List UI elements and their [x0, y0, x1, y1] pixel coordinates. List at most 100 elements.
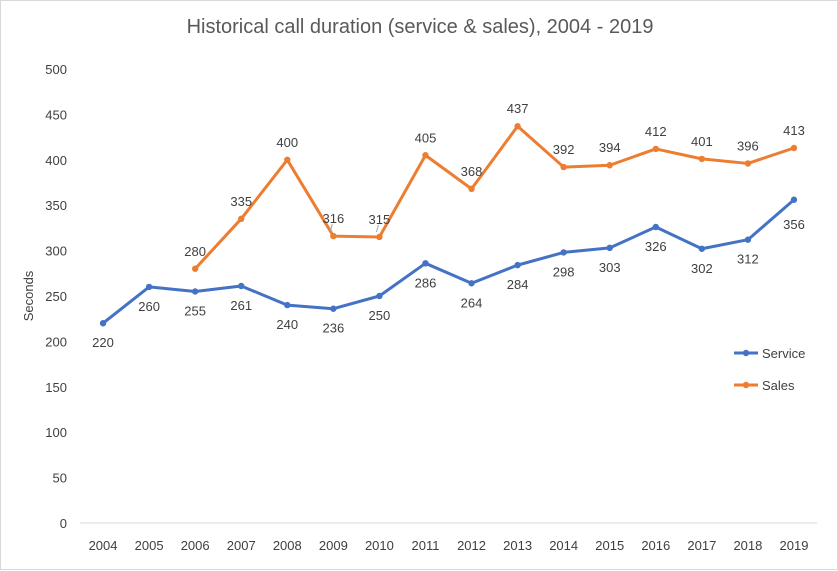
data-label-sales: 413	[783, 123, 805, 138]
data-point-sales	[560, 163, 567, 171]
data-label-service: 286	[415, 275, 437, 290]
x-tick-label: 2010	[365, 538, 394, 553]
y-tick-label: 100	[45, 425, 67, 440]
label-leader-line	[329, 223, 333, 232]
data-point-sales	[376, 233, 383, 241]
data-label-sales: 401	[691, 134, 713, 149]
y-tick-label: 400	[45, 153, 67, 168]
x-tick-label: 2013	[503, 538, 532, 553]
data-point-service	[284, 301, 291, 309]
x-tick-label: 2014	[549, 538, 578, 553]
x-tick-label: 2004	[89, 538, 118, 553]
data-point-service	[606, 244, 613, 252]
data-point-service	[790, 196, 798, 203]
data-label-sales: 392	[553, 142, 575, 157]
data-point-sales	[790, 144, 798, 152]
data-label-sales: 280	[184, 244, 206, 259]
x-tick-label: 2019	[780, 538, 809, 553]
x-tick-label: 2009	[319, 538, 348, 553]
y-tick-label: 450	[45, 107, 67, 122]
chart-title: Historical call duration (service & sale…	[187, 16, 654, 38]
data-label-service: 326	[645, 239, 667, 254]
data-label-sales: 405	[415, 130, 437, 145]
series-lines	[101, 124, 796, 325]
x-tick-label: 2012	[457, 538, 486, 553]
data-label-sales: 396	[737, 138, 759, 153]
x-tick-label: 2007	[227, 538, 256, 553]
data-label-service: 261	[230, 298, 252, 313]
x-axis-ticks: 2004 2005 2006 2007 2008 2009 2010 2011 2012 2013…	[89, 538, 809, 553]
series-line-sales	[193, 124, 796, 271]
data-point-service	[652, 223, 659, 231]
y-tick-label: 50	[53, 471, 67, 486]
data-point-service	[744, 236, 752, 243]
data-point-service	[422, 260, 429, 267]
data-point-service	[238, 282, 245, 290]
data-label-service: 255	[184, 303, 206, 318]
x-tick-label: 2008	[273, 538, 302, 553]
data-point-service	[698, 245, 706, 252]
data-point-service	[145, 283, 153, 291]
data-label-service: 264	[461, 295, 483, 310]
data-point-sales	[238, 215, 245, 223]
data-label-service: 260	[138, 299, 160, 314]
y-axis-label: Seconds	[21, 270, 36, 321]
legend: Service Sales	[734, 346, 805, 393]
legend-marker-service	[742, 349, 750, 357]
data-label-sales: 316	[322, 211, 344, 226]
data-point-sales	[422, 152, 429, 159]
data-labels: 220 260 255 261 240 236 250 286 264 284 298 303 326 3…	[92, 101, 805, 350]
data-point-sales	[468, 185, 475, 193]
series-line-service	[101, 198, 796, 325]
x-tick-label: 2011	[411, 538, 439, 553]
x-tick-label: 2017	[687, 538, 716, 553]
data-point-service	[376, 292, 383, 300]
legend-label-sales: Sales	[762, 378, 795, 393]
data-point-sales	[191, 265, 199, 272]
data-point-sales	[652, 145, 659, 153]
x-tick-label: 2016	[641, 538, 670, 553]
data-point-service	[560, 249, 567, 256]
y-tick-label: 150	[45, 380, 67, 395]
y-axis-ticks: 0 50 100 150 200 250 300 350 400 450 500	[45, 62, 67, 531]
data-label-sales: 368	[461, 164, 483, 179]
data-point-sales	[330, 232, 337, 240]
data-label-service: 236	[322, 321, 344, 336]
x-tick-label: 2005	[135, 538, 164, 553]
data-label-sales: 335	[230, 194, 252, 209]
x-tick-label: 2006	[181, 538, 210, 553]
data-label-sales: 315	[369, 212, 391, 227]
y-tick-label: 250	[45, 289, 67, 304]
data-point-sales	[698, 155, 706, 163]
data-point-sales	[606, 162, 613, 169]
data-point-sales	[744, 160, 752, 167]
label-leader-line	[375, 224, 379, 233]
data-label-service: 302	[691, 261, 713, 276]
y-tick-label: 0	[60, 516, 67, 531]
data-point-sales	[514, 123, 521, 130]
data-label-service: 240	[276, 317, 298, 332]
y-tick-label: 300	[45, 244, 67, 259]
data-point-service	[514, 261, 521, 269]
data-label-service: 303	[599, 260, 621, 275]
data-point-service	[191, 288, 199, 295]
legend-label-service: Service	[762, 346, 805, 361]
data-point-service	[468, 280, 475, 287]
data-label-service: 356	[783, 217, 805, 232]
data-point-service	[330, 305, 337, 312]
data-point-sales	[284, 156, 291, 163]
data-label-service: 250	[369, 308, 391, 323]
y-tick-label: 200	[45, 334, 67, 349]
data-label-sales: 394	[599, 140, 621, 155]
data-label-service: 220	[92, 335, 114, 350]
y-tick-label: 500	[45, 62, 67, 77]
data-point-service	[99, 320, 107, 327]
data-label-service: 298	[553, 264, 575, 279]
y-tick-label: 350	[45, 198, 67, 213]
data-label-sales: 400	[276, 135, 298, 150]
data-label-service: 312	[737, 252, 759, 267]
series-points	[99, 123, 798, 327]
data-label-service: 284	[507, 277, 529, 292]
